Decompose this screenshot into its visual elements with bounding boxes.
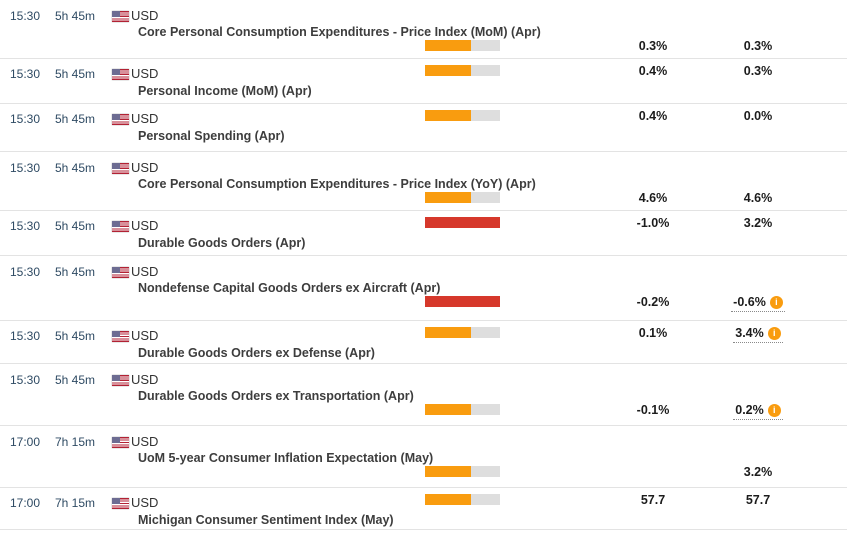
event-countdown: 5h 45m [55,373,96,387]
event-time: 15:30 [10,161,41,175]
event-time: 15:30 [10,373,41,387]
currency-label: USD [131,218,159,233]
currency-label: USD [131,111,159,126]
event-time: 15:30 [10,265,41,279]
event-row[interactable]: 15:30 5h 45m USD Personal Spending (Apr)… [0,104,847,152]
us-flag-icon [112,267,129,278]
impact-bar [425,404,500,415]
event-name[interactable]: Durable Goods Orders (Apr) [138,236,306,250]
impact-bar [425,296,500,307]
currency-label: USD [131,160,159,175]
previous-value: 4.6% [743,191,773,205]
event-countdown: 5h 45m [55,112,96,126]
currency-label: USD [131,264,159,279]
previous-value: 3.2% [743,465,773,479]
event-name[interactable]: Core Personal Consumption Expenditures -… [138,25,541,39]
event-row[interactable]: 15:30 5h 45m USD Durable Goods Orders ex… [0,321,847,364]
event-name[interactable]: Durable Goods Orders ex Transportation (… [138,389,414,403]
us-flag-icon [112,221,129,232]
previous-value: 3.2% [743,216,773,230]
event-time: 17:00 [10,435,41,449]
event-time: 15:30 [10,67,41,81]
consensus-value: 0.1% [638,326,668,340]
us-flag-icon [112,375,129,386]
event-countdown: 5h 45m [55,67,96,81]
consensus-value: 57.7 [640,493,666,507]
us-flag-icon [112,331,129,342]
previous-value: 0.0% [743,109,773,123]
event-countdown: 5h 45m [55,265,96,279]
previous-value: 57.7 [745,493,771,507]
consensus-value: 4.6% [638,191,668,205]
consensus-value: -0.2% [636,295,670,309]
event-row[interactable]: 15:30 5h 45m USD Nondefense Capital Good… [0,256,847,321]
event-row[interactable]: 15:30 5h 45m USD Durable Goods Orders (A… [0,211,847,256]
event-row[interactable]: 15:30 5h 45m USD Core Personal Consumpti… [0,0,847,59]
consensus-value: 0.4% [638,109,668,123]
event-time: 15:30 [10,9,41,23]
currency-label: USD [131,372,159,387]
event-row[interactable]: 17:00 7h 15m USD Michigan Consumer Senti… [0,488,847,530]
event-name[interactable]: Core Personal Consumption Expenditures -… [138,177,536,191]
event-name[interactable]: Personal Income (MoM) (Apr) [138,84,312,98]
impact-bar [425,217,500,228]
event-countdown: 5h 45m [55,329,96,343]
us-flag-icon [112,114,129,125]
consensus-value: -1.0% [636,216,670,230]
consensus-value: 0.4% [638,64,668,78]
us-flag-icon [112,11,129,22]
info-icon[interactable]: i [767,403,781,417]
previous-value: 3.4% i [698,326,818,343]
event-countdown: 5h 45m [55,9,96,23]
us-flag-icon [112,498,129,509]
consensus-value: -0.1% [636,403,670,417]
event-time: 17:00 [10,496,41,510]
impact-bar [425,327,500,338]
us-flag-icon [112,69,129,80]
currency-label: USD [131,495,159,510]
currency-label: USD [131,8,159,23]
event-countdown: 7h 15m [55,435,96,449]
event-row[interactable]: 15:30 5h 45m USD Core Personal Consumpti… [0,152,847,211]
event-row[interactable]: 15:30 5h 45m USD Personal Income (MoM) (… [0,59,847,104]
info-icon[interactable]: i [769,295,783,309]
event-time: 15:30 [10,329,41,343]
event-time: 15:30 [10,112,41,126]
event-countdown: 7h 15m [55,496,96,510]
previous-value: 0.2% i [698,403,818,420]
currency-label: USD [131,434,159,449]
previous-value: 0.3% [743,64,773,78]
event-name[interactable]: Durable Goods Orders ex Defense (Apr) [138,346,375,360]
us-flag-icon [112,437,129,448]
event-row[interactable]: 15:30 5h 45m USD Durable Goods Orders ex… [0,364,847,426]
event-name[interactable]: UoM 5-year Consumer Inflation Expectatio… [138,451,434,465]
us-flag-icon [112,163,129,174]
event-time: 15:30 [10,219,41,233]
impact-bar [425,466,500,477]
event-name[interactable]: Nondefense Capital Goods Orders ex Aircr… [138,281,441,295]
previous-value: -0.6% i [698,295,818,312]
consensus-value: 0.3% [638,39,668,53]
impact-bar [425,40,500,51]
impact-bar [425,110,500,121]
previous-value: 0.3% [743,39,773,53]
event-name[interactable]: Personal Spending (Apr) [138,129,285,143]
event-countdown: 5h 45m [55,161,96,175]
event-name[interactable]: Michigan Consumer Sentiment Index (May) [138,513,394,527]
event-countdown: 5h 45m [55,219,96,233]
info-icon[interactable]: i [767,326,781,340]
currency-label: USD [131,328,159,343]
impact-bar [425,494,500,505]
event-row[interactable]: 17:00 7h 15m USD UoM 5-year Consumer Inf… [0,426,847,488]
impact-bar [425,192,500,203]
impact-bar [425,65,500,76]
currency-label: USD [131,66,159,81]
